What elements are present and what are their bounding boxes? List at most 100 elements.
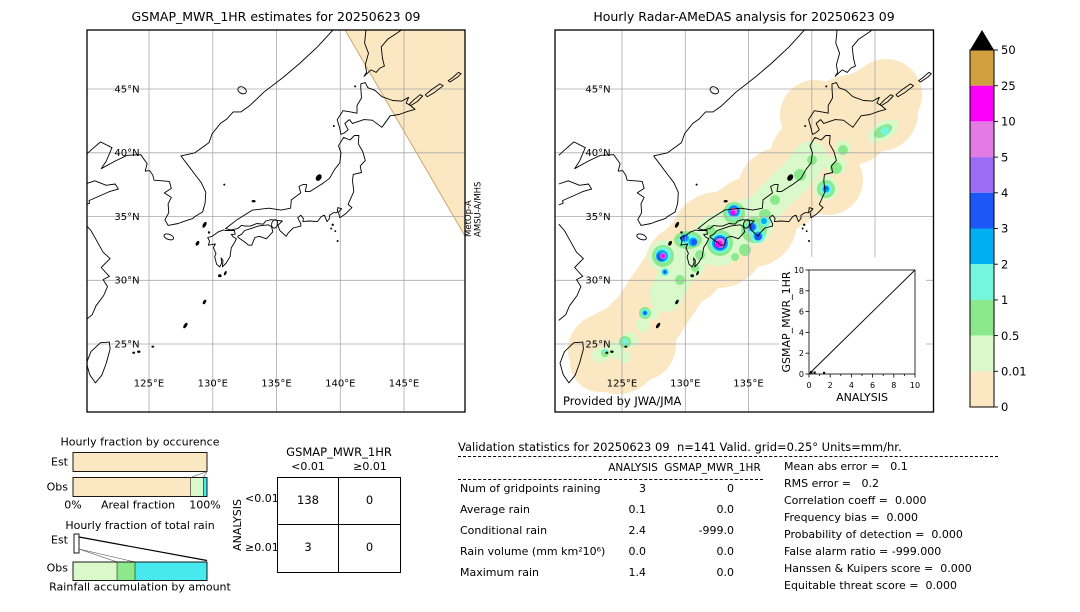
cbar-seg <box>970 121 994 158</box>
contingency-grid: 138 0 3 0 <box>277 477 401 573</box>
cbar-label: 25 <box>1001 79 1016 93</box>
stat-gsmap-value: -999.0 <box>698 524 734 537</box>
left-map-title: GSMAP_MWR_1HR estimates for 20250623 09 <box>132 9 421 24</box>
lat-label: 45°N <box>585 85 610 96</box>
cbar-seg <box>970 228 994 265</box>
cbar-label: 0.01 <box>1001 365 1027 379</box>
totalrain-obs-bar <box>72 561 208 581</box>
left-map-frame <box>86 29 466 413</box>
contingency-row-group: ANALYSIS <box>231 499 244 551</box>
contingency-col-label: ≥0.01 <box>353 460 387 473</box>
identity-line <box>808 269 916 375</box>
cbar-seg <box>970 264 994 300</box>
contingency-value: 3 <box>278 525 339 572</box>
occurrence-est-bar <box>72 452 208 472</box>
lon-label: 130°E <box>670 379 700 390</box>
axis-title: Areal fraction <box>101 499 175 512</box>
cbar-label: 2 <box>1001 257 1008 271</box>
stat-analysis-value: 3 <box>639 482 646 495</box>
stat-row-label: Rain volume (mm km²10⁶) <box>460 545 606 558</box>
est-label: Est <box>51 534 69 547</box>
cbar-seg <box>970 85 994 122</box>
lat-label: 25°N <box>585 340 610 351</box>
contingency-col-label: <0.01 <box>291 460 325 473</box>
cbar-seg <box>970 157 994 193</box>
right-map-frame <box>554 29 935 413</box>
colorbar-ticks <box>994 49 998 408</box>
tick: 0 <box>799 370 804 379</box>
lat-label: 30°N <box>585 276 610 287</box>
right-map-lon-labels: 125°E 130°E 135°E <box>607 379 764 390</box>
metric-line: Correlation coeff = 0.000 <box>784 494 927 507</box>
occurrence-fan-lines <box>190 471 208 478</box>
sensor-label-line1: MetOp-A <box>464 200 474 237</box>
divider <box>458 479 763 480</box>
cbar-label: 0 <box>1001 400 1008 414</box>
sensor-label-line2: AMSU-A/MHS <box>474 182 484 237</box>
metric-line: Probability of detection = 0.000 <box>784 528 963 541</box>
lat-label: 30°N <box>114 276 139 287</box>
cbar-seg <box>970 192 994 229</box>
colorbar-segments <box>970 50 994 407</box>
lon-label: 125°E <box>607 379 637 390</box>
lon-label: 135°E <box>733 379 763 390</box>
contingency-col-group: GSMAP_MWR_1HR <box>286 445 392 459</box>
occurrence-obs-bar <box>72 477 208 497</box>
est-label: Est <box>51 456 69 469</box>
tick: 2 <box>828 381 833 390</box>
cbar-seg <box>970 371 994 407</box>
metric-line: Equitable threat score = 0.000 <box>784 579 957 592</box>
colorbar-labels: 50 25 10 5 4 3 2 1 0.5 0.01 0 <box>1001 43 1027 414</box>
left-map-lat-labels: 45°N 40°N 35°N 30°N 25°N <box>114 85 139 351</box>
lat-label: 35°N <box>585 212 610 223</box>
cbar-label: 3 <box>1001 222 1008 236</box>
maps-panel: GSMAP_MWR_1HR estimates for 20250623 09 … <box>86 9 1027 414</box>
right-map-title: Hourly Radar-AMeDAS analysis for 2025062… <box>593 9 894 24</box>
lon-label: 135°E <box>261 379 291 390</box>
lat-label: 35°N <box>114 212 139 223</box>
inset-y-ticklabels: 0 2 4 6 8 10 <box>794 266 804 379</box>
cbar-label: 5 <box>1001 150 1008 164</box>
validation-title: Validation statistics for 20250623 09 n=… <box>458 440 902 454</box>
stat-analysis-value: 1.4 <box>628 566 647 579</box>
credit-label: Provided by JWA/JMA <box>563 394 682 408</box>
stat-gsmap-value: 0.0 <box>716 503 735 516</box>
stat-analysis-value: 0.1 <box>628 503 647 516</box>
stat-gsmap-value: 0.0 <box>716 566 735 579</box>
inset-scatter: 0 2 4 6 8 10 0 2 4 6 8 10 ANALYSIS GSMAP… <box>779 257 926 411</box>
metric-line: Hanssen & Kuipers score = 0.000 <box>784 562 972 575</box>
stat-gsmap-value: 0.0 <box>716 545 735 558</box>
validation-col-header: ANALYSIS <box>608 462 658 474</box>
lat-label: 40°N <box>585 148 610 159</box>
occurrence-title: Hourly fraction by occurence <box>61 436 220 449</box>
contingency-value: 138 <box>278 478 339 525</box>
cbar-label: 4 <box>1001 186 1008 200</box>
right-map-coastlines <box>558 30 932 384</box>
inset-xlabel: ANALYSIS <box>836 391 888 404</box>
colorbar-overflow-triangle <box>970 30 994 50</box>
tick: 0 <box>806 381 811 390</box>
stat-row-label: Average rain <box>460 503 530 516</box>
inset-ylabel: GSMAP_MWR_1HR <box>780 271 793 372</box>
totalrain-est-bar <box>73 533 80 554</box>
lon-label: 140°E <box>325 379 355 390</box>
cbar-label: 0.5 <box>1001 329 1019 343</box>
stat-row-label: Conditional rain <box>460 524 548 537</box>
totalrain-fan-lines <box>78 536 208 563</box>
tick: 10 <box>794 266 804 275</box>
lon-label: 125°E <box>134 379 164 390</box>
obs-label: Obs <box>47 562 69 575</box>
metric-line: Frequency bias = 0.000 <box>784 511 919 524</box>
left-map-gridlines <box>87 30 465 412</box>
fraction-charts: Hourly fraction by occurence Est Obs 0% … <box>47 436 232 594</box>
contingency-value: 0 <box>339 478 400 525</box>
obs-label: Obs <box>47 481 69 494</box>
lon-label: 130°E <box>198 379 228 390</box>
left-map: 45°N 40°N 35°N 30°N 25°N 125°E 130°E 135… <box>86 29 484 413</box>
contingency-value: 0 <box>365 540 374 554</box>
tick: 8 <box>799 287 804 296</box>
validation-col-header: GSMAP_MWR_1HR <box>664 462 761 474</box>
cbar-label: 1 <box>1001 293 1008 307</box>
stat-analysis-value: 0.0 <box>628 545 647 558</box>
metric-line: RMS error = 0.2 <box>784 477 879 490</box>
